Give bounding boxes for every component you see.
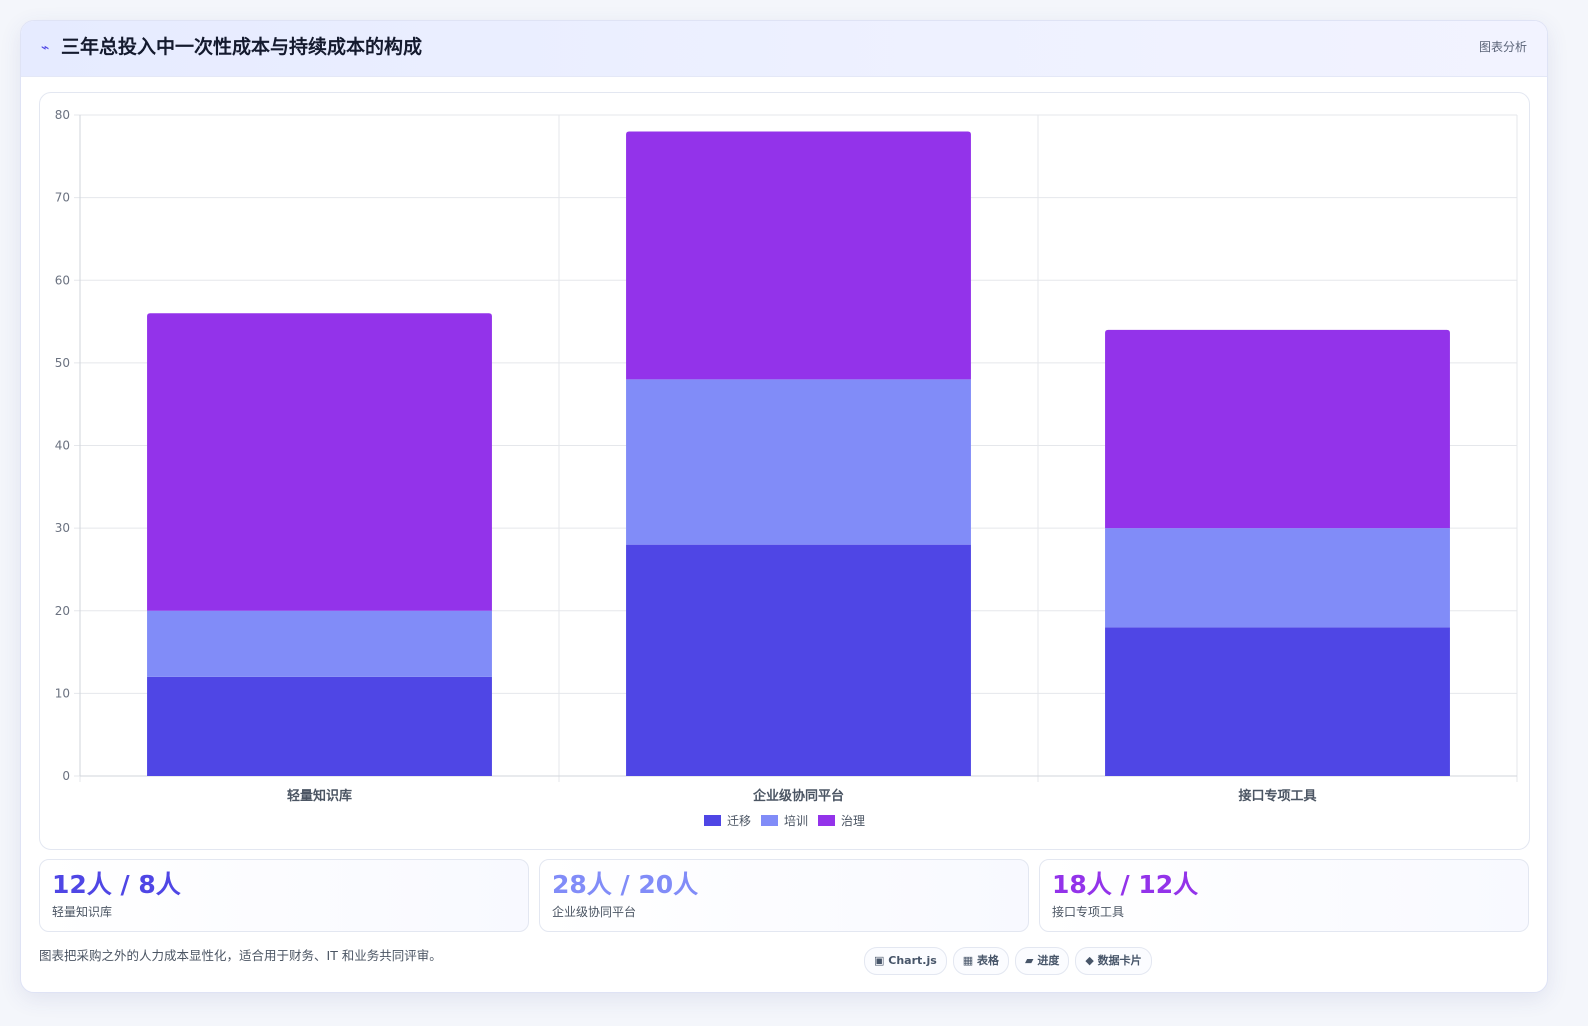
chart-legend: 迁移 培训 治理 <box>40 812 1529 829</box>
chip-label: 表格 <box>977 954 1000 967</box>
legend-swatch <box>818 815 835 826</box>
y-tick-label: 70 <box>55 191 70 205</box>
chip-progress[interactable]: ▰ 进度 <box>1015 947 1070 975</box>
legend-label: 培训 <box>783 814 808 828</box>
chip-chartjs[interactable]: ▣ Chart.js <box>864 947 947 975</box>
stacked-bar-chart: 0 10 20 30 40 50 60 70 80 轻量知识库 企业级协同平台 接口专项工具 <box>55 108 1518 804</box>
bar-1-治理 <box>626 131 971 380</box>
stat-value: 28人 / 20人 <box>552 870 699 899</box>
chart-icon: ▣ <box>874 954 885 967</box>
stat-value: 12人 / 8人 <box>52 870 181 899</box>
legend-item[interactable]: 迁移 <box>703 812 751 829</box>
chart-card: ⌁ 三年总投入中一次性成本与持续成本的构成 图表分析 0 10 20 30 40 50 60… <box>20 20 1548 993</box>
stat-label: 接口专项工具 <box>1052 905 1125 919</box>
legend-label: 迁移 <box>726 814 751 828</box>
bar-0-迁移 <box>147 676 492 776</box>
bar-1-迁移 <box>626 544 971 776</box>
bar-2-治理 <box>1105 329 1450 529</box>
stat-label: 轻量知识库 <box>52 905 113 919</box>
progress-icon: ▰ <box>1025 954 1034 967</box>
stat-value: 18人 / 12人 <box>1052 870 1199 899</box>
y-tick-label: 40 <box>55 439 70 453</box>
stat-card-1: 28人 / 20人 企业级协同平台 <box>539 859 1029 932</box>
bar-0-培训 <box>147 610 492 677</box>
card-header: ⌁ 三年总投入中一次性成本与持续成本的构成 图表分析 <box>21 21 1547 77</box>
chip-label: Chart.js <box>888 954 937 967</box>
y-tick-label: 20 <box>55 604 70 618</box>
bar-2-迁移 <box>1105 627 1450 776</box>
chip-data-card[interactable]: ◆ 数据卡片 <box>1075 947 1152 975</box>
bar-0-治理 <box>147 313 492 611</box>
stat-card-0: 12人 / 8人 轻量知识库 <box>39 859 529 932</box>
y-tick-label: 60 <box>55 273 70 287</box>
x-tick-label: 轻量知识库 <box>287 788 352 804</box>
legend-swatch <box>703 815 721 826</box>
chip-table[interactable]: ▦ 表格 <box>952 947 1010 975</box>
feature-chips: ▣ Chart.js ▦ 表格 ▰ 进度 ◆ 数据卡片 <box>864 947 1158 975</box>
bar-2-培训 <box>1105 528 1450 628</box>
footer-note: 图表把采购之外的人力成本显性化，适合用于财务、IT 和业务共同评审。 <box>39 948 442 963</box>
legend-label: 治理 <box>841 814 866 828</box>
stat-card-2: 18人 / 12人 接口专项工具 <box>1039 859 1529 932</box>
chip-label: 进度 <box>1037 954 1060 967</box>
diamond-icon: ◆ <box>1085 954 1094 967</box>
y-tick-label: 80 <box>55 108 70 122</box>
page-title: 三年总投入中一次性成本与持续成本的构成 <box>61 36 423 58</box>
section-tag: 图表分析 <box>1478 40 1527 54</box>
x-tick-label: 企业级协同平台 <box>752 788 844 804</box>
chart-panel: 0 10 20 30 40 50 60 70 80 轻量知识库 企业级协同平台 接口专项工具 迁移 培训… <box>39 92 1530 850</box>
chart-icon: ⌁ <box>41 40 50 56</box>
bar-1-培训 <box>626 379 971 545</box>
x-tick-label: 接口专项工具 <box>1238 788 1316 804</box>
legend-item[interactable]: 治理 <box>818 812 865 829</box>
y-tick-label: 0 <box>62 769 70 783</box>
stat-label: 企业级协同平台 <box>552 905 637 919</box>
legend-item[interactable]: 培训 <box>760 812 808 829</box>
y-tick-label: 30 <box>55 521 70 535</box>
y-tick-label: 10 <box>55 686 70 700</box>
y-tick-label: 50 <box>55 356 70 370</box>
legend-swatch <box>760 815 778 826</box>
table-icon: ▦ <box>962 954 974 967</box>
chip-label: 数据卡片 <box>1097 954 1142 967</box>
